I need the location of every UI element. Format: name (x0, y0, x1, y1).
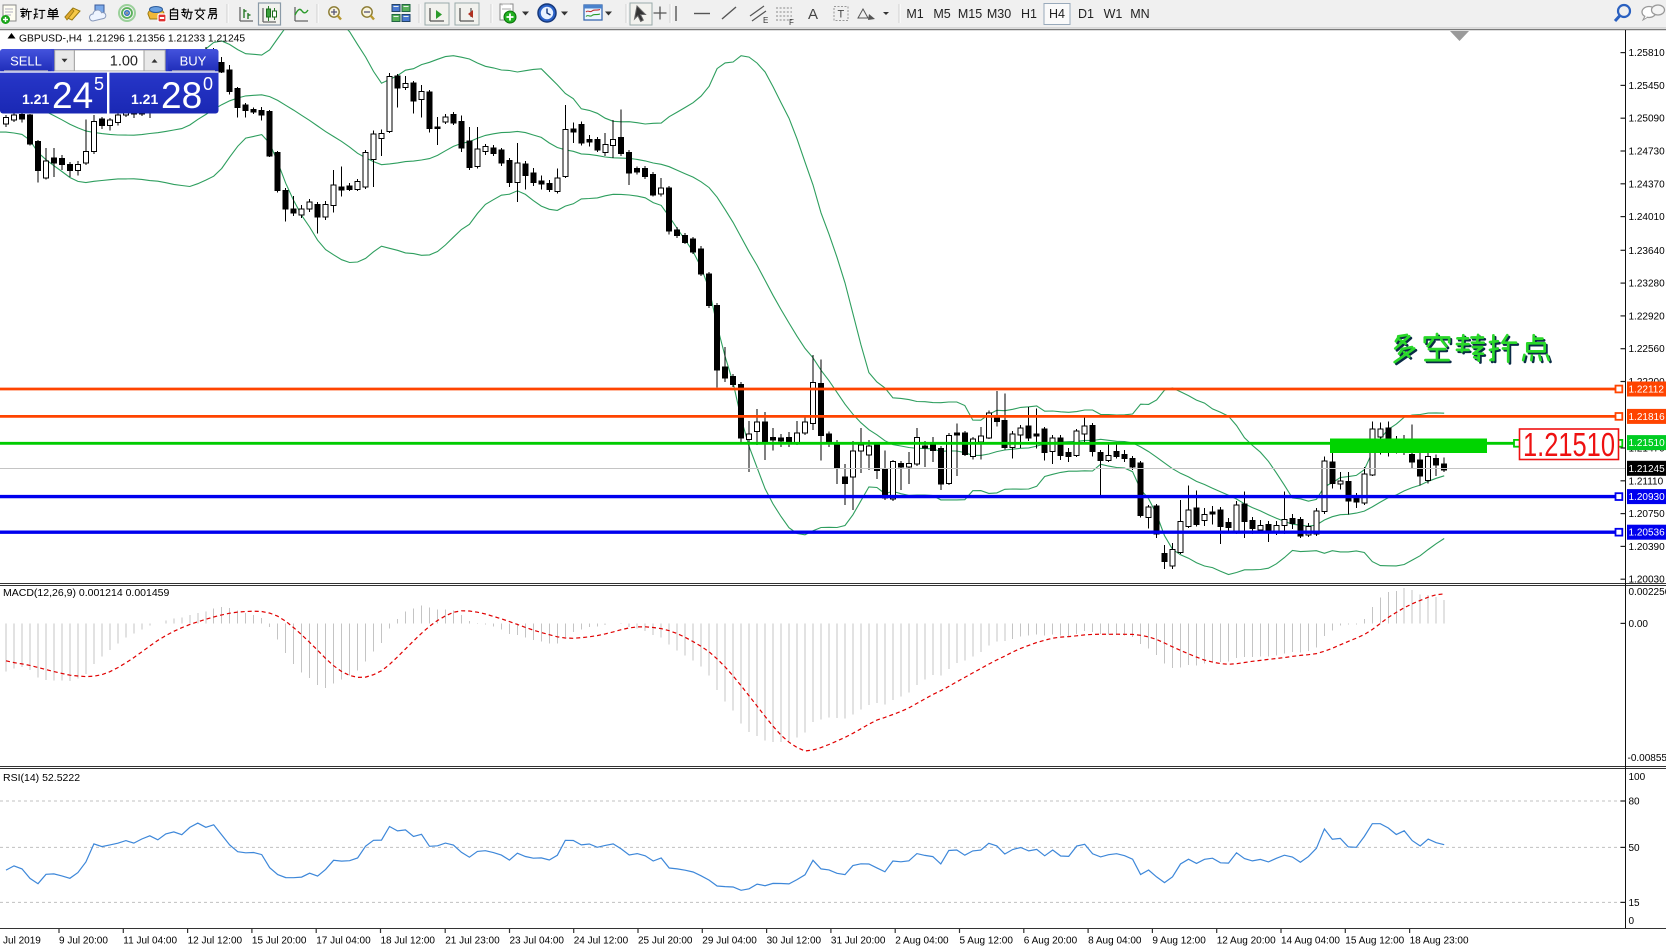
svg-text:9 Jul 20:00: 9 Jul 20:00 (59, 936, 108, 947)
svg-text:1.25090: 1.25090 (1629, 114, 1666, 125)
svg-text:M30: M30 (987, 7, 1011, 21)
svg-text:30 Jul 12:00: 30 Jul 12:00 (767, 936, 822, 947)
svg-text:T: T (838, 9, 845, 21)
svg-text:28: 28 (161, 75, 202, 116)
svg-text:1.20536: 1.20536 (1629, 528, 1666, 539)
svg-text:1.22112: 1.22112 (1629, 385, 1665, 396)
svg-text:31 Jul 20:00: 31 Jul 20:00 (831, 936, 886, 947)
svg-text:1.21: 1.21 (22, 91, 49, 107)
svg-text:1.24730: 1.24730 (1629, 147, 1666, 158)
svg-text:F: F (789, 18, 794, 27)
svg-text:17 Jul 04:00: 17 Jul 04:00 (316, 936, 371, 947)
svg-text:18 Jul 12:00: 18 Jul 12:00 (381, 936, 436, 947)
svg-text:0: 0 (203, 74, 213, 94)
svg-text:1.25450: 1.25450 (1629, 81, 1666, 92)
svg-text:12 Aug 20:00: 12 Aug 20:00 (1217, 936, 1276, 947)
svg-text:6 Aug 20:00: 6 Aug 20:00 (1024, 936, 1078, 947)
svg-text:80: 80 (1629, 797, 1641, 808)
svg-text:M5: M5 (933, 7, 950, 21)
svg-text:8 Aug 04:00: 8 Aug 04:00 (1088, 936, 1142, 947)
svg-text:1.24010: 1.24010 (1629, 212, 1666, 223)
svg-text:H4: H4 (1049, 7, 1065, 21)
svg-text:1.22560: 1.22560 (1629, 344, 1666, 355)
svg-text:25 Jul 20:00: 25 Jul 20:00 (638, 936, 693, 947)
svg-text:1.21110: 1.21110 (1629, 476, 1664, 487)
svg-text:50: 50 (1629, 843, 1641, 854)
svg-text:-0.008553: -0.008553 (1628, 753, 1666, 764)
svg-text:15 Jul 20:00: 15 Jul 20:00 (252, 936, 307, 947)
svg-text:1.25810: 1.25810 (1629, 48, 1666, 59)
svg-text:SELL: SELL (10, 54, 42, 69)
svg-text:15 Aug 12:00: 15 Aug 12:00 (1345, 936, 1404, 947)
svg-text:29 Jul 04:00: 29 Jul 04:00 (702, 936, 757, 947)
svg-text:1.20030: 1.20030 (1629, 575, 1666, 586)
svg-text:MN: MN (1130, 7, 1149, 21)
svg-text:W1: W1 (1104, 7, 1123, 21)
svg-text:H1: H1 (1021, 7, 1037, 21)
svg-text:1.21: 1.21 (131, 91, 158, 107)
svg-text:24: 24 (52, 75, 93, 116)
svg-text:15: 15 (1629, 898, 1641, 909)
svg-text:24 Jul 12:00: 24 Jul 12:00 (574, 936, 629, 947)
svg-text:GBPUSD-,H4 1.21296 1.21356 1.: GBPUSD-,H4 1.21296 1.21356 1.21233 1.212… (19, 34, 245, 45)
svg-text:100: 100 (1629, 772, 1646, 783)
svg-text:1.23640: 1.23640 (1629, 246, 1666, 257)
svg-text:5 Aug 12:00: 5 Aug 12:00 (960, 936, 1014, 947)
svg-text:11 Jul 04:00: 11 Jul 04:00 (123, 936, 177, 947)
svg-text:9 Aug 12:00: 9 Aug 12:00 (1152, 936, 1206, 947)
svg-text:M1: M1 (906, 7, 923, 21)
svg-text:0.00: 0.00 (1629, 619, 1649, 630)
svg-text:1.21510: 1.21510 (1629, 438, 1666, 449)
svg-text:1.00: 1.00 (110, 54, 138, 70)
svg-text:1.20390: 1.20390 (1629, 542, 1666, 553)
svg-text:RSI(14) 52.5222: RSI(14) 52.5222 (3, 772, 80, 784)
svg-text:E: E (763, 16, 768, 25)
svg-text:MACD(12,26,9) 0.001214 0.00145: MACD(12,26,9) 0.001214 0.001459 (3, 587, 170, 599)
svg-text:1.20750: 1.20750 (1629, 509, 1666, 520)
svg-text:1.21510: 1.21510 (1523, 426, 1615, 463)
svg-text:1.20930: 1.20930 (1629, 492, 1666, 503)
svg-text:0.002256: 0.002256 (1629, 587, 1666, 598)
svg-text:1.23280: 1.23280 (1629, 279, 1666, 290)
svg-text:8 Jul 2019: 8 Jul 2019 (0, 936, 41, 947)
svg-text:18 Aug 23:00: 18 Aug 23:00 (1410, 936, 1469, 947)
svg-text:0: 0 (1629, 916, 1635, 927)
svg-text:A: A (808, 6, 818, 23)
svg-text:1.21245: 1.21245 (1629, 464, 1666, 475)
svg-text:D1: D1 (1078, 7, 1094, 21)
svg-text:M15: M15 (958, 7, 982, 21)
svg-text:1.22920: 1.22920 (1629, 311, 1666, 322)
svg-text:5: 5 (94, 74, 104, 94)
svg-text:2 Aug 04:00: 2 Aug 04:00 (895, 936, 949, 947)
svg-text:1.21816: 1.21816 (1629, 412, 1666, 423)
svg-text:1.24370: 1.24370 (1629, 179, 1666, 190)
svg-text:12 Jul 12:00: 12 Jul 12:00 (188, 936, 243, 947)
svg-text:BUY: BUY (180, 54, 207, 69)
svg-text:23 Jul 04:00: 23 Jul 04:00 (510, 936, 565, 947)
svg-text:21 Jul 23:00: 21 Jul 23:00 (445, 936, 500, 947)
svg-text:14 Aug 04:00: 14 Aug 04:00 (1281, 936, 1340, 947)
